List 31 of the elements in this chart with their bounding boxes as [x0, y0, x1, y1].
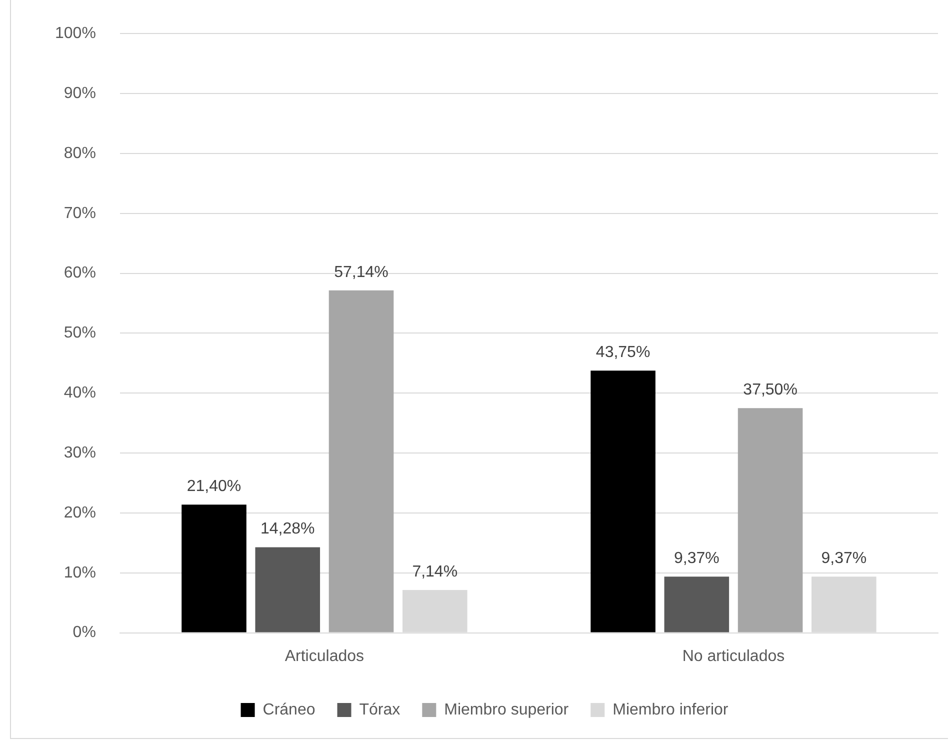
data-label: 9,37% [674, 550, 720, 568]
y-tick-label: 50% [64, 324, 96, 342]
legend-label: Tórax [359, 701, 400, 718]
y-tick-label: 20% [64, 504, 96, 522]
data-label: 43,75% [596, 344, 650, 362]
x-tick-label: No articulados [682, 648, 785, 665]
data-label: 9,37% [821, 550, 867, 568]
y-tick-label: 0% [72, 624, 96, 642]
data-label: 7,14% [412, 563, 458, 580]
x-tick-label: Articulados [284, 648, 364, 665]
y-tick-label: 90% [64, 84, 96, 102]
data-label: 57,14% [334, 264, 388, 281]
y-tick-label: 60% [64, 264, 96, 282]
y-tick-label: 100% [55, 25, 96, 42]
legend-label: Cráneo [262, 701, 316, 718]
bar [738, 408, 803, 632]
data-label: 21,40% [186, 478, 242, 495]
data-label: 14,28% [260, 520, 315, 538]
y-tick-label: 30% [64, 444, 96, 462]
bar [255, 547, 320, 632]
bar [182, 504, 246, 632]
data-label: 37,50% [743, 382, 798, 399]
bar [590, 370, 656, 632]
bar [664, 576, 730, 632]
y-tick-label: 70% [64, 204, 96, 222]
y-tick-label: 10% [64, 564, 96, 582]
legend-label: Miembro inferior [612, 701, 729, 718]
bar [328, 290, 394, 632]
legend-label: Miembro superior [444, 701, 570, 718]
y-tick-label: 40% [64, 384, 96, 402]
y-tick-label: 80% [64, 144, 96, 162]
